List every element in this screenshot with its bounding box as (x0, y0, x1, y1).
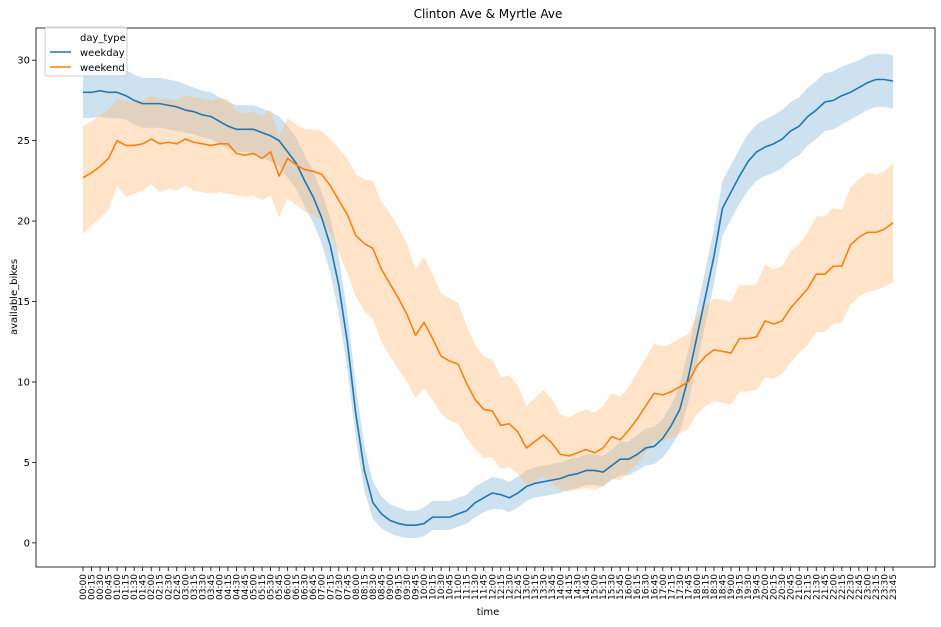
y-axis-label: available_bikes (9, 259, 20, 335)
legend-label-weekend: weekend (80, 63, 125, 74)
y-tick-label: 10 (17, 377, 30, 388)
y-tick-label: 0 (24, 538, 30, 549)
x-axis-label: time (477, 607, 500, 618)
y-tick-label: 20 (17, 217, 30, 228)
y-tick-label: 30 (17, 56, 30, 67)
legend-label-weekday: weekday (80, 48, 125, 59)
x-tick-label: 23:45 (889, 574, 899, 600)
legend-title: day_type (80, 33, 126, 44)
chart-title: Clinton Ave & Myrtle Ave (414, 7, 563, 21)
y-tick-label: 5 (24, 458, 30, 469)
y-tick-label: 25 (17, 136, 30, 147)
legend: day_type weekday weekend (45, 27, 127, 76)
